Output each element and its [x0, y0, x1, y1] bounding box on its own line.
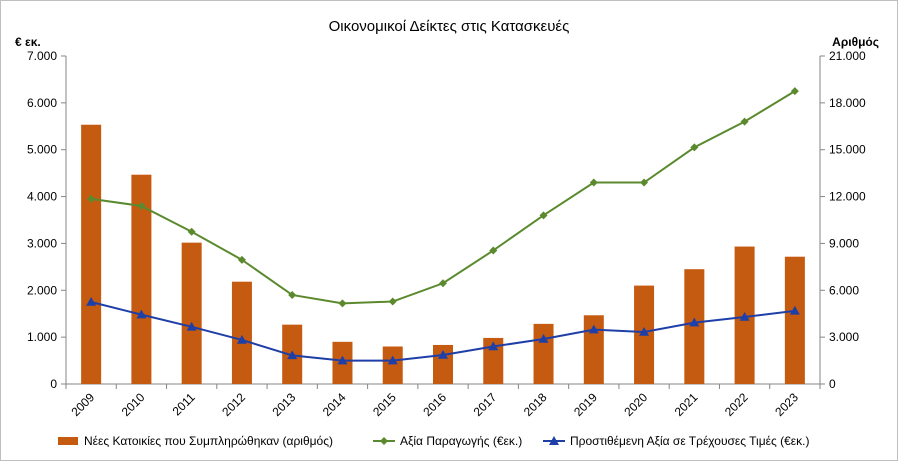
bar-2023	[784, 256, 805, 384]
y-left-tick-label: 7.000	[27, 49, 57, 63]
bar-2010	[131, 174, 152, 384]
y-right-tick-label: 0	[829, 377, 836, 391]
point-1-2021	[690, 143, 699, 152]
point-2-2020	[639, 326, 650, 336]
point-2-2009	[86, 297, 97, 306]
x-tick-label: 2009	[68, 390, 97, 419]
point-2-2016	[438, 349, 448, 359]
y-right-tick-label: 21.000	[829, 49, 866, 63]
point-2-2012	[236, 334, 247, 344]
point-1-2018	[539, 211, 548, 220]
chart-title: Οικονομικοί Δείκτες στις Κατασκευές	[329, 18, 570, 35]
x-tick-label: 2021	[672, 390, 701, 419]
point-1-2017	[489, 246, 498, 255]
y-right-tick-label: 9.000	[829, 236, 859, 250]
x-tick-label: 2014	[320, 390, 349, 419]
legend-swatch-0	[58, 437, 78, 445]
y-left-tick-label: 6.000	[27, 96, 57, 110]
point-2-2010	[136, 309, 147, 319]
point-2-2015	[387, 355, 398, 365]
y-left-tick-label: 3.000	[27, 236, 57, 250]
x-tick-label: 2017	[471, 390, 500, 419]
y-axis-right-label: Αριθμός	[832, 35, 879, 49]
legend-marker-1	[380, 437, 388, 445]
y-left-tick-label: 0	[50, 377, 57, 391]
y-right-tick-label: 6.000	[829, 283, 859, 297]
bar-2021	[684, 269, 705, 384]
point-2-2023	[789, 305, 800, 315]
bar-2017	[483, 337, 504, 384]
point-2-2021	[689, 317, 700, 327]
legend: Νέες Κατοικίες που Συμπληρώθηκαν (αριθμό…	[58, 434, 809, 448]
point-2-2013	[287, 350, 298, 360]
x-tick-label: 2019	[571, 390, 600, 419]
point-2-2011	[186, 321, 197, 331]
y-right-tick-label: 12.000	[829, 190, 866, 204]
point-1-2016	[439, 279, 447, 288]
x-tick-label: 2011	[170, 390, 198, 418]
point-2-2019	[588, 324, 599, 334]
point-1-2010	[137, 201, 146, 210]
y-axis-left-label: € εκ.	[15, 35, 41, 49]
bar-2012	[231, 281, 252, 384]
legend-label-2: Προστιθέμενη Αξία σε Τρέχουσες Τιμές (€ε…	[570, 434, 809, 448]
point-2-2014	[337, 355, 348, 365]
legend-marker-2	[549, 436, 559, 445]
legend-label-1: Αξία Παραγωγής (€εκ.)	[400, 434, 522, 448]
point-2-2022	[739, 311, 750, 321]
x-tick-label: 2015	[370, 390, 399, 419]
x-tick-label: 2020	[621, 390, 650, 419]
point-1-2022	[740, 117, 749, 126]
x-tick-label: 2012	[219, 390, 248, 419]
x-tick-label: 2022	[722, 390, 751, 419]
point-2-2017	[488, 341, 499, 351]
bar-2009	[81, 124, 102, 384]
y-right-tick-label: 15.000	[829, 143, 866, 157]
bar-2018	[533, 323, 554, 384]
y-left-tick-label: 5.000	[27, 143, 57, 157]
bar-2011	[181, 242, 202, 384]
y-left-tick-label: 4.000	[27, 190, 57, 204]
x-tick-label: 2018	[521, 390, 550, 419]
x-tick-label: 2013	[270, 390, 299, 419]
point-1-2023	[790, 87, 799, 96]
point-1-2011	[187, 227, 196, 236]
y-right-tick-label: 3.000	[829, 330, 859, 344]
y-left-tick-label: 1.000	[27, 330, 57, 344]
bar-2015	[382, 346, 403, 384]
x-tick-label: 2016	[420, 390, 449, 419]
point-2-2018	[538, 334, 549, 343]
y-right-tick-label: 18.000	[829, 96, 866, 110]
y-left-tick-label: 2.000	[27, 283, 57, 297]
bar-2019	[583, 315, 604, 384]
point-1-2012	[237, 255, 246, 264]
point-1-2020	[640, 178, 649, 187]
x-tick-label: 2010	[119, 390, 148, 419]
x-tick-label: 2023	[772, 390, 801, 419]
plot-area: 0 1.000 2.000 3.000 4.000 5.000 6.000 7.000 0 3.0…	[27, 49, 866, 419]
point-1-2015	[388, 297, 397, 306]
point-1-2013	[288, 290, 297, 299]
point-1-2019	[589, 178, 598, 187]
point-1-2014	[338, 299, 347, 308]
legend-label-0: Νέες Κατοικίες που Συμπληρώθηκαν (αριθμό…	[84, 434, 333, 448]
point-1-2009	[87, 194, 96, 203]
